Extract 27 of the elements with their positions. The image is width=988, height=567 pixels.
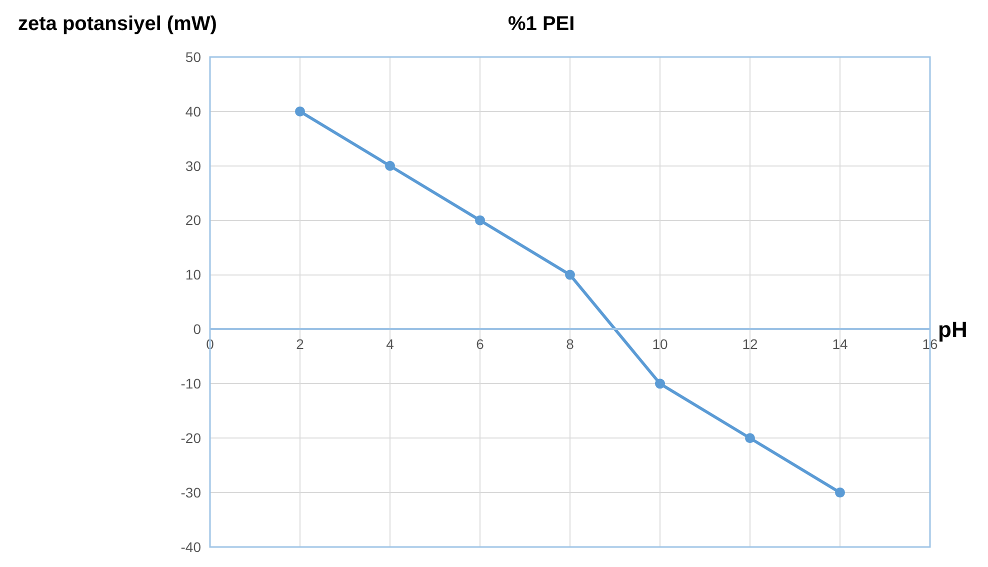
x-tick-label: 10 bbox=[652, 336, 668, 352]
y-tick-label: 40 bbox=[185, 103, 202, 120]
x-tick-label: 8 bbox=[566, 336, 574, 352]
x-tick-label: 4 bbox=[386, 336, 394, 352]
point bbox=[745, 433, 755, 444]
y-tick-label: 0 bbox=[193, 321, 202, 338]
x-axis-title: pH bbox=[938, 317, 968, 342]
point bbox=[385, 160, 395, 171]
y-tick-label: 20 bbox=[185, 212, 202, 228]
point bbox=[295, 106, 305, 116]
x-tick-label: 2 bbox=[296, 336, 304, 352]
point bbox=[475, 215, 485, 226]
y-tick-label: -20 bbox=[180, 430, 202, 446]
y-tick-label: 10 bbox=[185, 266, 202, 283]
chart-title: %1 PEI bbox=[508, 13, 575, 35]
y-tick-label: 50 bbox=[185, 48, 202, 65]
x-tick-label: 12 bbox=[742, 336, 758, 352]
y-tick-label: -30 bbox=[180, 484, 202, 500]
point bbox=[565, 270, 575, 280]
x-tick-label: 6 bbox=[476, 336, 484, 352]
y-tick-label: -10 bbox=[180, 376, 202, 392]
x-tick-label: 14 bbox=[832, 336, 848, 352]
point bbox=[835, 488, 845, 498]
y-axis-title: zeta potansiyel (mW) bbox=[18, 13, 217, 35]
y-tick-label: 30 bbox=[185, 158, 202, 174]
point bbox=[655, 378, 665, 389]
y-tick-label: -40 bbox=[180, 538, 202, 555]
